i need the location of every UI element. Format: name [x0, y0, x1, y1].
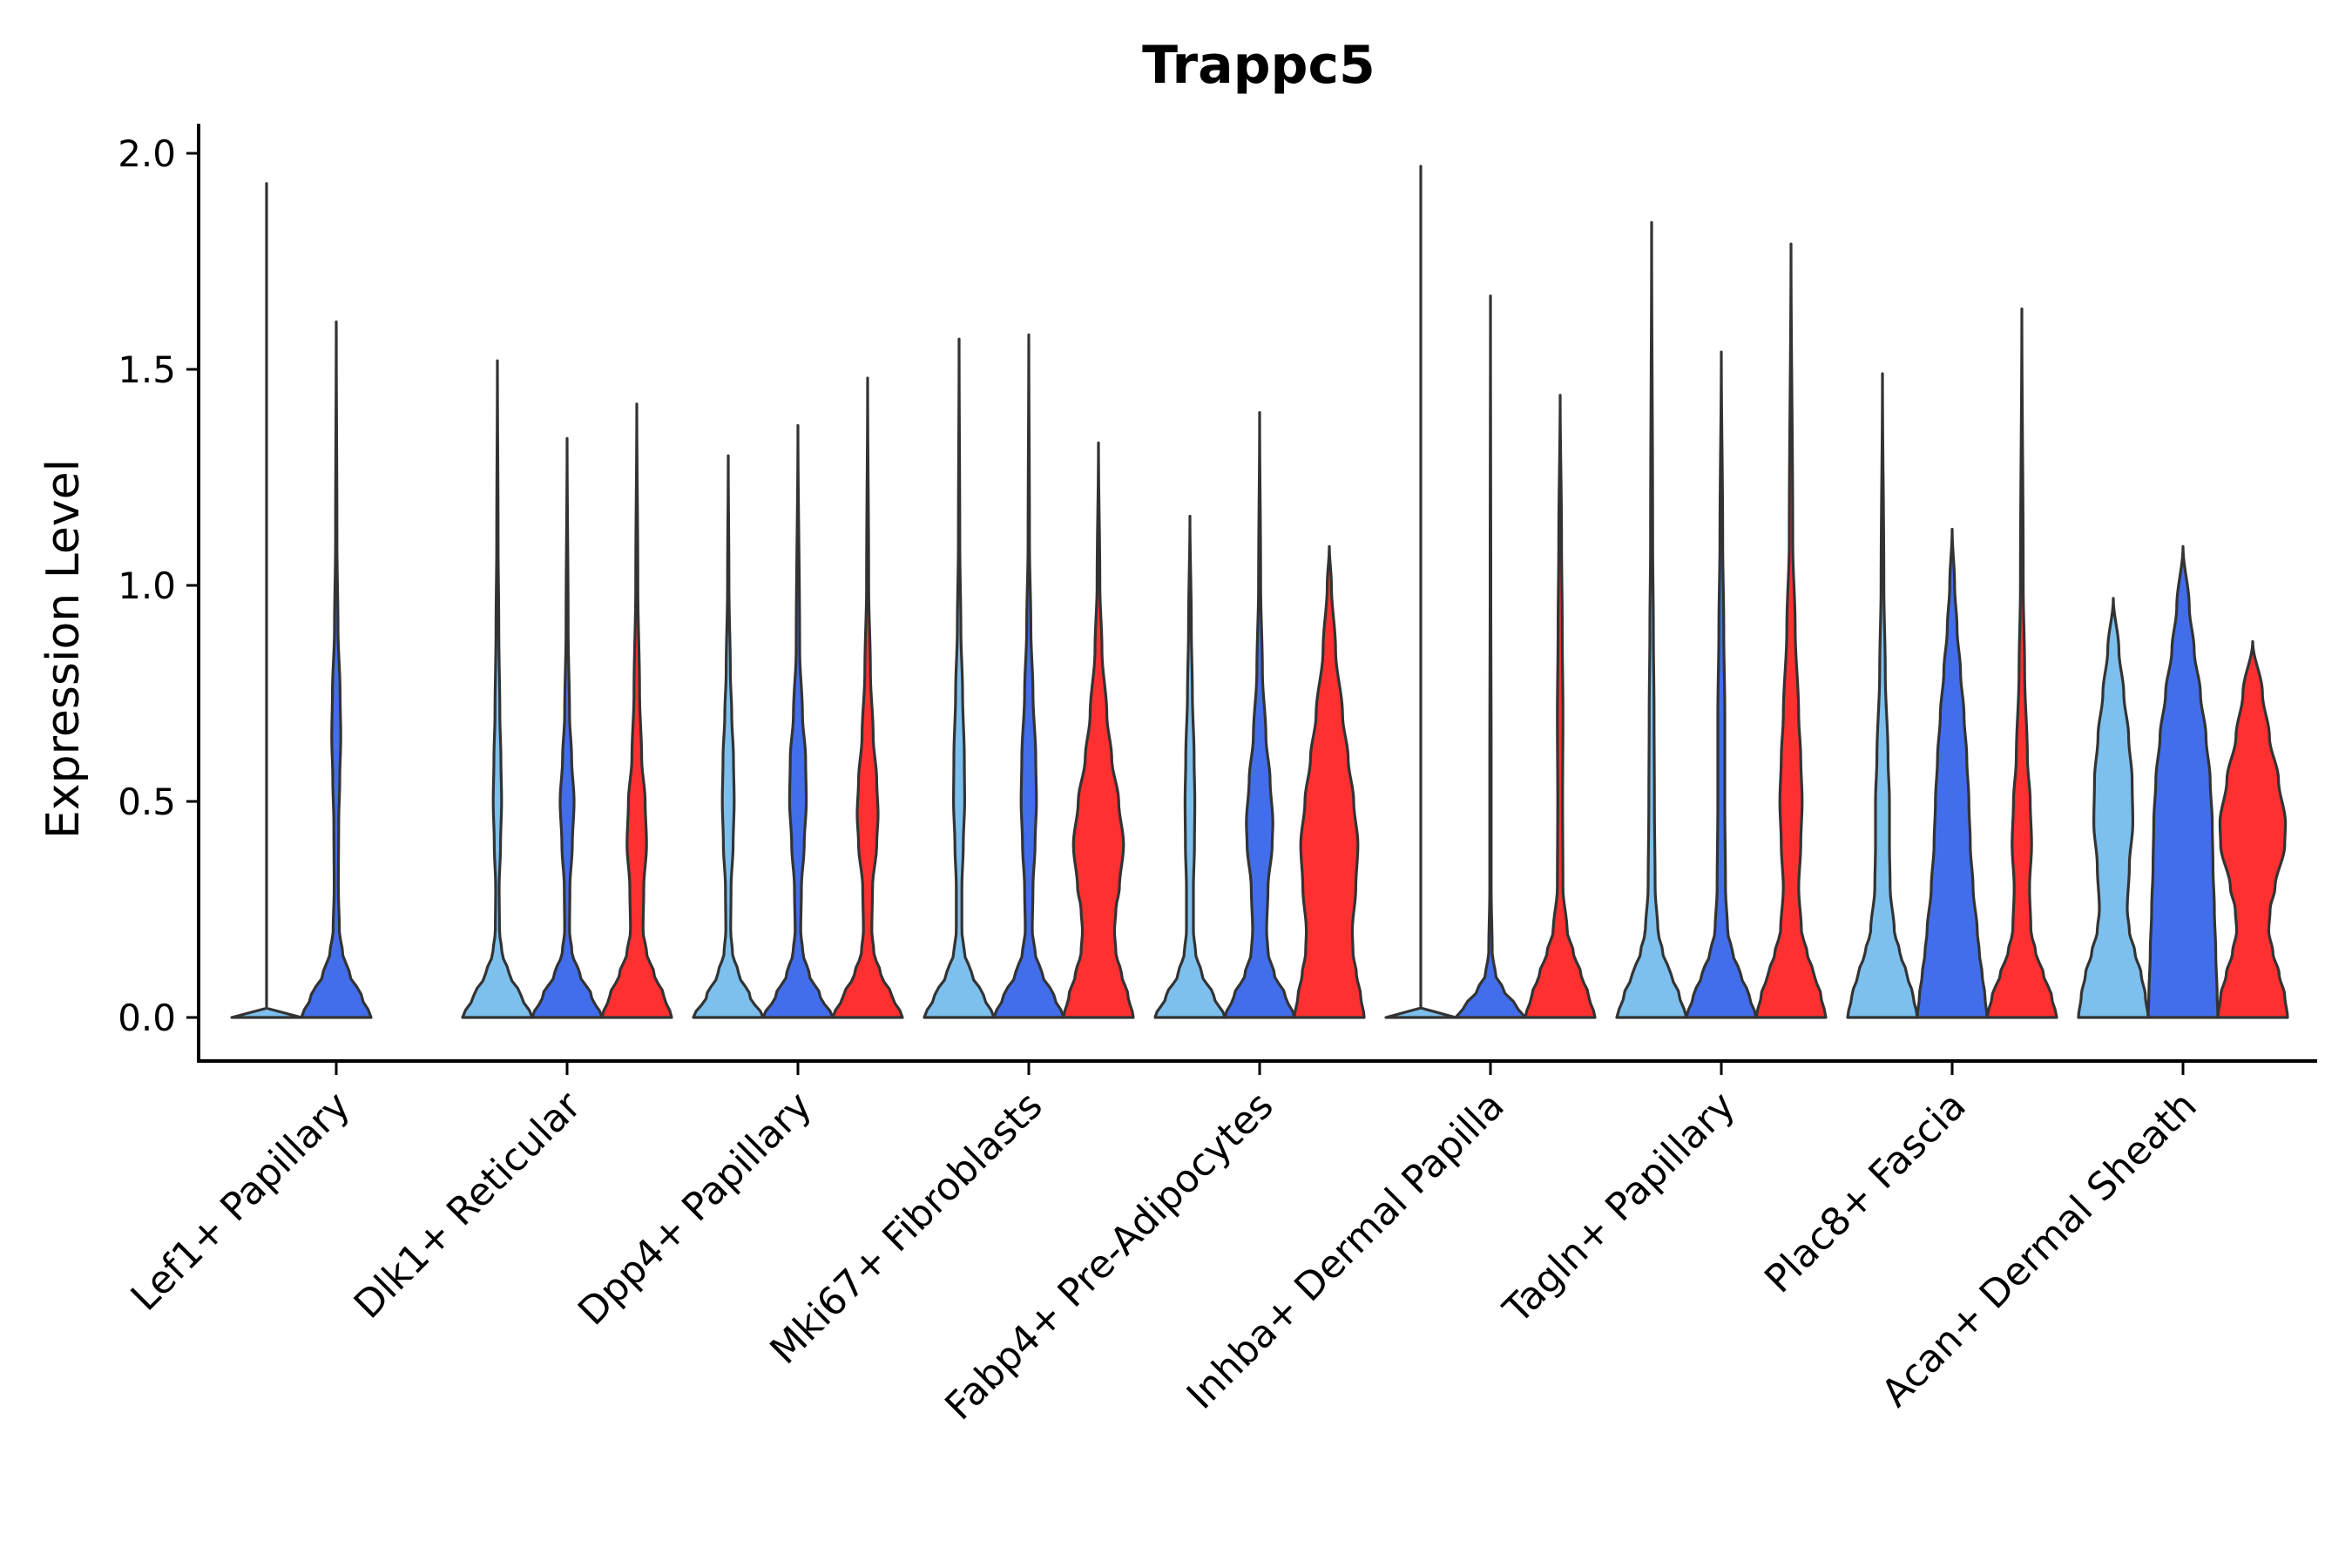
violin-9-2 — [2146, 544, 2220, 1019]
violin-2-1 — [461, 359, 534, 1019]
x-category-label: Tagln+ Papillary — [1495, 1084, 1744, 1333]
violin-3-1 — [692, 454, 765, 1019]
violin-4-3 — [1062, 441, 1135, 1019]
violin-3-3 — [831, 376, 904, 1019]
violin-8-2 — [1916, 527, 1989, 1019]
y-tick-label: 1.0 — [118, 564, 176, 607]
violin-7-2 — [1685, 350, 1758, 1019]
violin-2-2 — [531, 436, 604, 1019]
y-axis-label: Expression Level — [37, 459, 90, 839]
violin-7-1 — [1615, 220, 1688, 1019]
chart-title: Trappc5 — [1142, 35, 1375, 96]
violin-2-3 — [600, 402, 673, 1019]
y-ticks: 0.0 0.5 1.0 1.5 2.0 — [118, 132, 199, 1039]
violin-3-2 — [761, 423, 835, 1019]
violins-layer — [230, 165, 2289, 1019]
violin-8-1 — [1846, 372, 1919, 1019]
violin-1-2 — [300, 320, 373, 1019]
y-tick-label: 0.5 — [118, 781, 176, 823]
x-category-label: Plac8+ Fascia — [1756, 1084, 1975, 1302]
x-category-label: Dpp4+ Papillary — [570, 1084, 821, 1335]
violin-4-1 — [923, 337, 996, 1019]
x-category-label: Lef1+ Papillary — [123, 1084, 359, 1320]
violin-9-3 — [2216, 639, 2289, 1019]
y-tick-label: 2.0 — [118, 132, 176, 175]
violin-4-2 — [992, 333, 1065, 1019]
violin-9-1 — [2077, 597, 2150, 1019]
violin-6-1 — [1384, 165, 1457, 1019]
violin-7-3 — [1754, 242, 1828, 1019]
violin-8-3 — [1985, 307, 2058, 1019]
violin-5-1 — [1153, 515, 1227, 1019]
y-tick-label: 1.5 — [118, 348, 176, 391]
violin-6-2 — [1454, 294, 1527, 1019]
violin-6-3 — [1524, 394, 1597, 1019]
y-tick-label: 0.0 — [118, 997, 176, 1039]
x-category-label: Dlk1+ Reticular — [346, 1083, 591, 1328]
violin-5-3 — [1293, 544, 1366, 1019]
violin-1-1 — [230, 182, 303, 1019]
violin-5-2 — [1223, 411, 1296, 1019]
